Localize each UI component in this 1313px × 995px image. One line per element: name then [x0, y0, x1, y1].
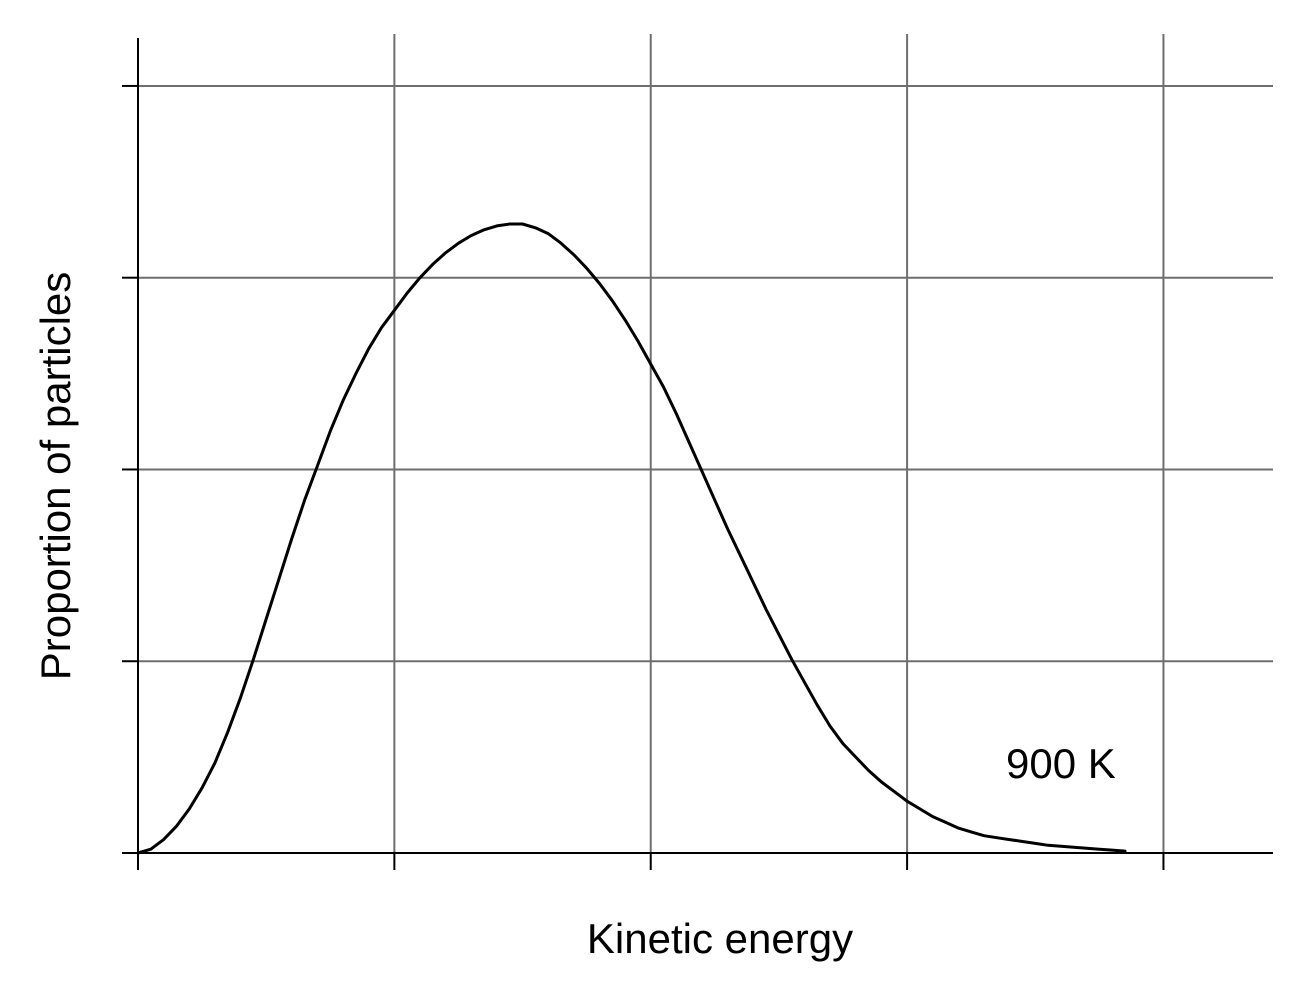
axes [122, 38, 1273, 870]
x-axis-label: Kinetic energy [587, 915, 853, 962]
series-line-1 [136, 222, 1127, 855]
y-axis-label: Proportion of particles [32, 272, 79, 681]
labels: Kinetic energy Proportion of particles 9… [32, 272, 1116, 962]
series-label-1: 900 K [1006, 740, 1116, 787]
series-lines [136, 222, 1127, 855]
grid-lines [138, 34, 1273, 853]
